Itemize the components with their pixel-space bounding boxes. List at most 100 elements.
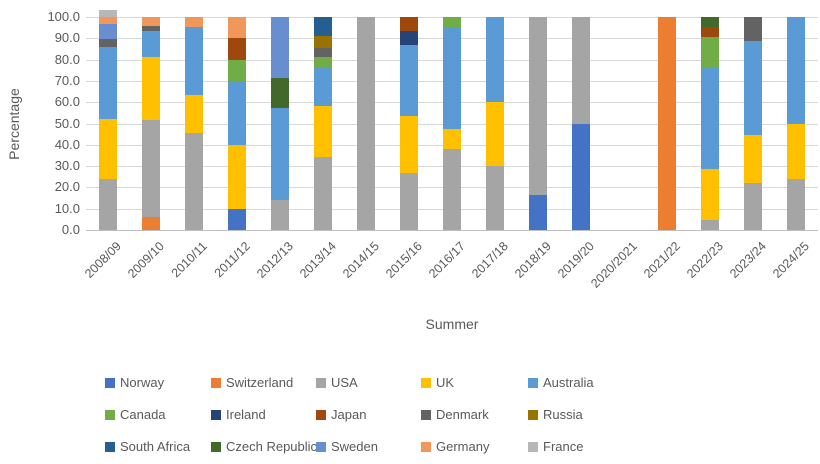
legend-item-germany: Germany <box>421 440 489 454</box>
legend-item-france: France <box>528 440 583 454</box>
legend-item-south-africa: South Africa <box>105 440 190 454</box>
legend-item-canada: Canada <box>105 408 166 422</box>
bar-segment-switzerland <box>658 17 677 230</box>
bar-segment-uk <box>184 94 203 134</box>
bar-segment-germany <box>227 17 246 39</box>
bar-segment-uk <box>443 128 461 150</box>
bar-segment-australia <box>184 26 203 95</box>
legend-item-czech-republic: Czech Republic <box>211 440 317 454</box>
bar-segment-norway <box>529 194 548 230</box>
legend-swatch <box>528 378 538 388</box>
legend-item-japan: Japan <box>316 408 366 422</box>
bar-segment-australia <box>443 27 461 129</box>
legend-label: Denmark <box>436 407 489 422</box>
bar-2021/22 <box>658 17 677 230</box>
bar-segment-denmark <box>744 17 763 41</box>
x-axis-line <box>86 230 818 231</box>
bar-segment-usa <box>313 156 332 230</box>
y-tick-label: 20.0 <box>54 179 80 195</box>
legend-swatch <box>421 410 431 420</box>
legend-item-denmark: Denmark <box>421 408 489 422</box>
legend-swatch <box>316 410 326 420</box>
legend-item-norway: Norway <box>105 376 164 390</box>
legend-label: Canada <box>120 407 166 422</box>
bar-2018/19 <box>529 17 548 230</box>
bar-segment-usa <box>141 120 160 218</box>
bar-segment-usa <box>744 182 763 230</box>
y-tick-label: 70.0 <box>54 72 80 88</box>
bar-segment-australia <box>744 40 763 136</box>
bar-segment-uk <box>701 169 720 220</box>
bar-segment-uk <box>98 119 117 179</box>
bar-segment-australia <box>98 46 117 120</box>
bar-2017/18 <box>486 17 505 230</box>
legend-label: Switzerland <box>226 375 294 390</box>
legend-swatch <box>211 378 221 388</box>
bar-segment-denmark <box>313 47 332 58</box>
y-tick-label: 90.0 <box>54 30 80 46</box>
bar-segment-usa <box>787 178 806 230</box>
bar-segment-japan <box>701 27 720 38</box>
bar-segment-australia <box>787 17 806 124</box>
legend-label: Australia <box>543 375 594 390</box>
y-tick-label: 10.0 <box>54 200 80 216</box>
bar-2022/23 <box>701 17 720 230</box>
legend-swatch <box>105 378 115 388</box>
bar-segment-ireland <box>399 31 418 46</box>
bar-segment-uk <box>486 102 505 167</box>
bar-2020/2021 <box>615 17 633 230</box>
legend-swatch <box>316 378 326 388</box>
bar-segment-canada <box>227 59 246 81</box>
bar-segment-uk <box>313 106 332 157</box>
bar-segment-south-africa <box>313 17 332 37</box>
legend-swatch <box>421 442 431 452</box>
legend-label: Norway <box>120 375 165 390</box>
legend-label: USA <box>331 375 358 390</box>
bar-segment-usa <box>98 178 117 230</box>
legend-swatch <box>211 410 221 420</box>
y-tick-label: 50.0 <box>54 115 80 131</box>
legend-label: South Africa <box>120 439 191 454</box>
bar-segment-germany <box>141 17 160 26</box>
bar-segment-uk <box>744 135 763 183</box>
bar-segment-germany <box>184 17 203 27</box>
y-tick-label: 100.0 <box>47 9 80 24</box>
bar-segment-japan <box>399 17 418 32</box>
bar-2010/11 <box>184 17 203 230</box>
bar-segment-canada <box>701 37 720 68</box>
legend-item-ireland: Ireland <box>211 408 266 422</box>
bar-segment-norway <box>572 123 591 230</box>
bar-2012/13 <box>270 17 289 230</box>
bar-segment-sweden <box>270 17 289 78</box>
bar-segment-australia <box>141 30 160 58</box>
bar-segment-australia <box>701 67 720 170</box>
bar-segment-uk <box>227 144 246 209</box>
bar-2019/20 <box>572 17 591 230</box>
bar-2013/14 <box>313 17 332 230</box>
legend-item-uk: UK <box>421 376 454 390</box>
legend-swatch <box>528 410 538 420</box>
legend-label: Czech Republic <box>226 439 318 454</box>
bar-2016/17 <box>443 17 461 230</box>
bar-segment-canada <box>313 57 332 69</box>
bar-segment-uk <box>787 123 806 179</box>
bar-segment-australia <box>486 17 505 103</box>
bar-segment-switzerland <box>141 217 160 230</box>
bar-segment-australia <box>313 68 332 107</box>
legend-label: Russia <box>543 407 583 422</box>
legend-swatch <box>528 442 538 452</box>
bar-segment-australia <box>270 108 289 200</box>
legend-label: Ireland <box>226 407 266 422</box>
y-tick-label: 0.0 <box>61 222 80 237</box>
bar-segment-usa <box>356 17 375 230</box>
legend-item-russia: Russia <box>528 408 583 422</box>
bar-2024/25 <box>787 17 806 230</box>
y-tick-label: 40.0 <box>54 136 80 152</box>
y-tick-label: 80.0 <box>54 51 80 67</box>
legend-swatch <box>316 442 326 452</box>
legend-label: Germany <box>436 439 490 454</box>
bar-segment-uk <box>399 116 418 174</box>
bar-2011/12 <box>227 17 246 230</box>
bar-segment-uk <box>141 57 160 121</box>
legend-label: France <box>543 439 584 454</box>
